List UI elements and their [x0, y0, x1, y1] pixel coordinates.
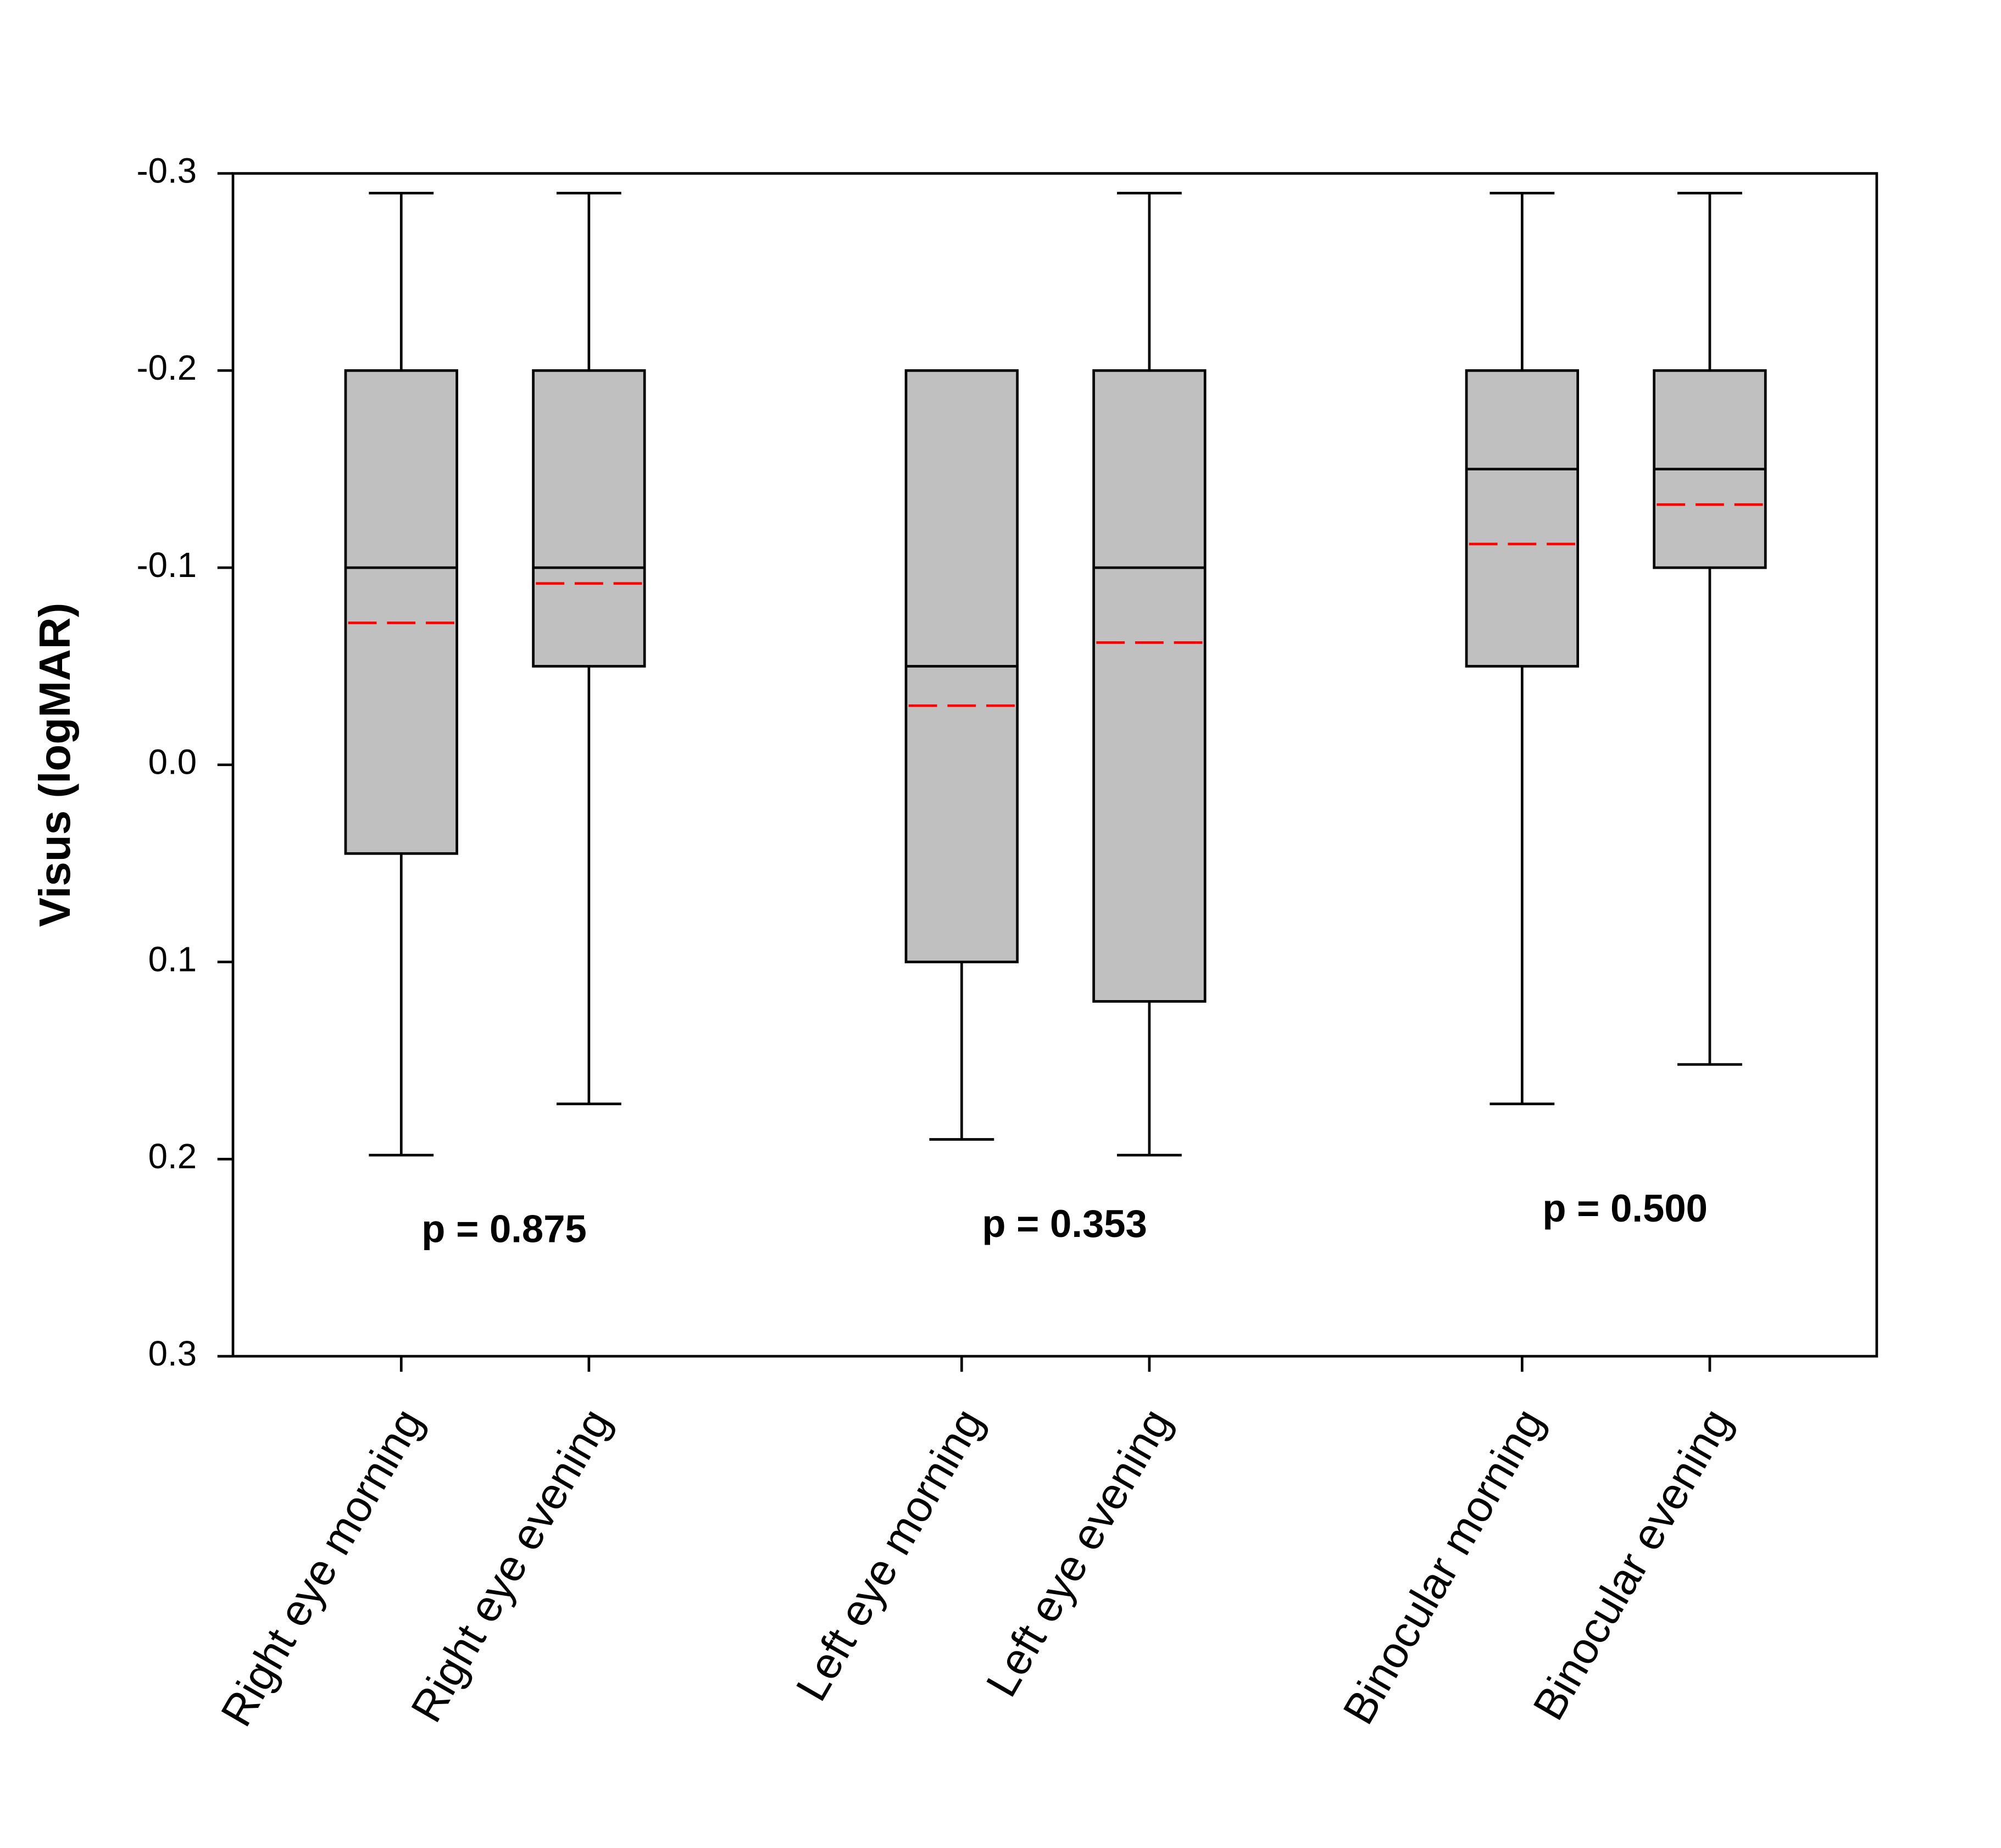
x-tick-label: Binocular morning — [1333, 1401, 1553, 1732]
p-value: p = 0.353 — [982, 1202, 1147, 1245]
x-tick-label: Left eye morning — [787, 1401, 993, 1709]
y-tick-label: -0.3 — [136, 151, 197, 190]
x-tick-label: Right eye morning — [212, 1401, 432, 1734]
p-value: p = 0.875 — [421, 1207, 587, 1251]
box — [344, 369, 458, 855]
box — [1092, 369, 1207, 1003]
p-value: p = 0.500 — [1542, 1186, 1708, 1230]
y-tick-label: -0.2 — [136, 348, 197, 387]
box — [532, 369, 646, 668]
x-tick-label: Right eye evening — [402, 1401, 620, 1730]
y-axis-label: Visus (logMAR) — [30, 603, 79, 927]
y-tick-label: 0.0 — [148, 743, 197, 782]
y-tick-label: 0.3 — [148, 1334, 197, 1373]
plot-frame — [231, 172, 1878, 1358]
y-tick-label: 0.1 — [148, 940, 197, 979]
box — [1465, 369, 1580, 668]
x-tick-label: Left eye evening — [977, 1401, 1181, 1705]
y-tick-label: -0.1 — [136, 546, 197, 585]
x-tick-label: Binocular evening — [1524, 1401, 1741, 1728]
y-tick-label: 0.2 — [148, 1137, 197, 1176]
